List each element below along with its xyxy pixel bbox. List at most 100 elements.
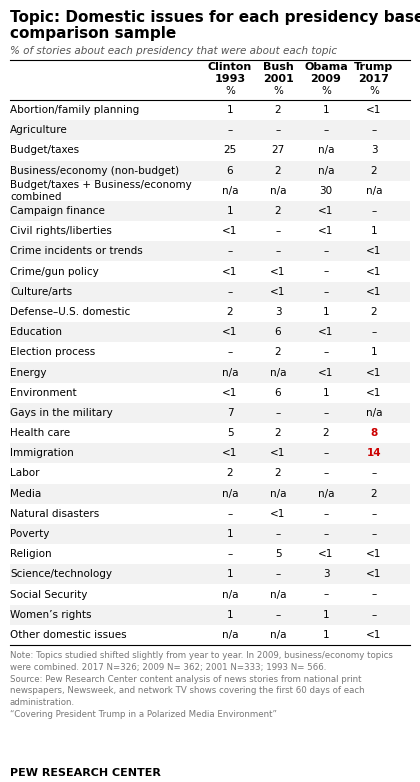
Bar [10, 322, 410, 343]
Text: PEW RESEARCH CENTER: PEW RESEARCH CENTER [10, 768, 161, 778]
Text: –: – [227, 509, 233, 518]
Text: –: – [371, 206, 377, 216]
Text: 25: 25 [223, 145, 236, 156]
Text: 6: 6 [275, 388, 281, 398]
Bar [10, 120, 410, 141]
Text: 2: 2 [371, 489, 377, 499]
Text: <1: <1 [366, 246, 382, 256]
Text: –: – [323, 590, 328, 600]
Text: –: – [227, 549, 233, 559]
Text: –: – [276, 226, 281, 236]
Text: Natural disasters: Natural disasters [10, 509, 99, 518]
Text: –: – [323, 267, 328, 277]
Text: Agriculture: Agriculture [10, 125, 68, 135]
Text: %: % [225, 86, 235, 96]
Text: <1: <1 [366, 549, 382, 559]
Text: 2: 2 [323, 428, 329, 438]
Text: n/a: n/a [318, 166, 334, 176]
Text: <1: <1 [366, 630, 382, 640]
Text: Education: Education [10, 327, 62, 337]
Text: n/a: n/a [270, 590, 286, 600]
Text: <1: <1 [318, 327, 333, 337]
Text: 2: 2 [275, 347, 281, 357]
Text: 2: 2 [275, 428, 281, 438]
Text: n/a: n/a [270, 186, 286, 196]
Text: Media: Media [10, 489, 41, 499]
Text: <1: <1 [222, 388, 238, 398]
Text: 1: 1 [323, 388, 329, 398]
Text: Poverty: Poverty [10, 529, 50, 539]
Text: <1: <1 [318, 206, 333, 216]
Text: Religion: Religion [10, 549, 52, 559]
Text: –: – [371, 125, 377, 135]
Text: –: – [371, 529, 377, 539]
Text: n/a: n/a [222, 186, 238, 196]
Text: Bush: Bush [262, 62, 294, 72]
Text: 1: 1 [371, 226, 377, 236]
Text: <1: <1 [366, 287, 382, 296]
Text: –: – [323, 529, 328, 539]
Text: Immigration: Immigration [10, 448, 74, 458]
Text: 3: 3 [323, 569, 329, 579]
Text: 3: 3 [275, 307, 281, 317]
Text: –: – [227, 287, 233, 296]
Bar [10, 524, 410, 544]
Text: 2: 2 [275, 166, 281, 176]
Text: –: – [371, 509, 377, 518]
Text: % of stories about each presidency that were about each topic: % of stories about each presidency that … [10, 46, 337, 56]
Text: n/a: n/a [222, 489, 238, 499]
Text: 2: 2 [275, 105, 281, 115]
Text: comparison sample: comparison sample [10, 26, 176, 41]
Text: %: % [321, 86, 331, 96]
Text: 6: 6 [227, 166, 234, 176]
Text: –: – [276, 408, 281, 418]
Text: Health care: Health care [10, 428, 70, 438]
Text: –: – [276, 246, 281, 256]
Text: 6: 6 [275, 327, 281, 337]
Text: <1: <1 [270, 287, 286, 296]
Bar [10, 483, 410, 504]
Text: Trump: Trump [354, 62, 394, 72]
Text: 2: 2 [275, 206, 281, 216]
Bar [10, 443, 410, 463]
Text: 8: 8 [370, 428, 378, 438]
Text: Women’s rights: Women’s rights [10, 610, 92, 619]
Text: –: – [371, 610, 377, 619]
Text: Business/economy (non-budget): Business/economy (non-budget) [10, 166, 179, 176]
Text: –: – [276, 125, 281, 135]
Text: –: – [276, 610, 281, 619]
Text: <1: <1 [366, 267, 382, 277]
Text: 1: 1 [227, 529, 234, 539]
Text: –: – [323, 448, 328, 458]
Text: Social Security: Social Security [10, 590, 87, 600]
Text: Environment: Environment [10, 388, 76, 398]
Text: 5: 5 [275, 549, 281, 559]
Text: 1: 1 [323, 630, 329, 640]
Text: 27: 27 [271, 145, 285, 156]
Text: %: % [273, 86, 283, 96]
Text: Budget/taxes: Budget/taxes [10, 145, 79, 156]
Text: <1: <1 [222, 226, 238, 236]
Text: –: – [227, 125, 233, 135]
Text: 2: 2 [227, 468, 234, 479]
Text: –: – [323, 246, 328, 256]
Text: n/a: n/a [366, 408, 382, 418]
Bar [10, 604, 410, 625]
Text: –: – [371, 468, 377, 479]
Text: 2: 2 [371, 307, 377, 317]
Text: %: % [369, 86, 379, 96]
Bar [10, 282, 410, 302]
Text: 30: 30 [320, 186, 333, 196]
Text: –: – [371, 327, 377, 337]
Text: –: – [276, 569, 281, 579]
Text: 14: 14 [367, 448, 381, 458]
Text: 2001: 2001 [262, 74, 294, 84]
Text: <1: <1 [366, 368, 382, 378]
Text: 5: 5 [227, 428, 234, 438]
Text: –: – [276, 529, 281, 539]
Text: 1: 1 [227, 569, 234, 579]
Text: 1: 1 [227, 105, 234, 115]
Text: 1993: 1993 [215, 74, 246, 84]
Bar [10, 565, 410, 584]
Text: 2017: 2017 [359, 74, 389, 84]
